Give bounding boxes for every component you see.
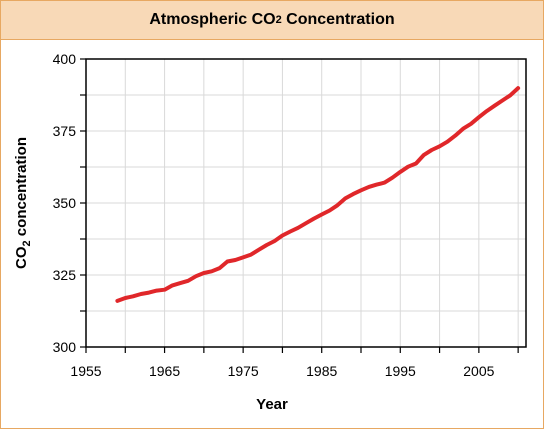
x-axis-label: Year xyxy=(256,396,288,413)
y-tick-label: 300 xyxy=(53,339,77,355)
y-axis-label: CO2 concentration xyxy=(13,137,33,269)
x-tick-label: 2005 xyxy=(463,363,494,379)
x-tick-label: 1985 xyxy=(306,363,337,379)
x-tick-label: 1965 xyxy=(149,363,180,379)
y-tick-label: 325 xyxy=(53,267,77,283)
x-tick-labels: 1955 1965 1975 1985 1995 2005 xyxy=(70,363,494,379)
x-tick-label: 1975 xyxy=(228,363,259,379)
x-tick-label: 1995 xyxy=(385,363,416,379)
y-tick-label: 375 xyxy=(53,123,77,139)
y-tick-label: 400 xyxy=(53,51,77,67)
chart-title: Atmospheric CO 2 Concentration xyxy=(1,1,543,40)
co2-series-line xyxy=(115,86,521,303)
y-tick-label: 350 xyxy=(53,195,77,211)
axis-ticks xyxy=(80,58,519,353)
grid-lines xyxy=(86,59,526,347)
x-tick-label: 1955 xyxy=(70,363,101,379)
y-tick-labels: 300 325 350 375 400 xyxy=(53,51,77,355)
